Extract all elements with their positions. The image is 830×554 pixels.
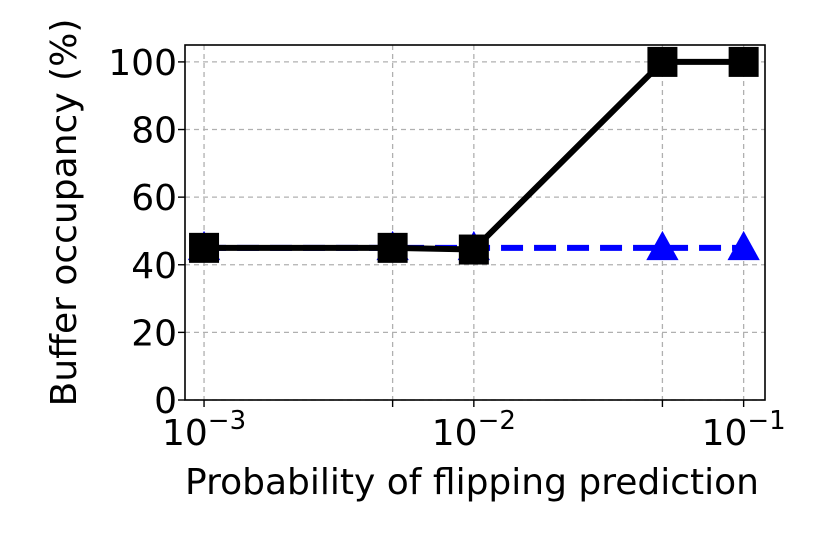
y-tick-label: 80 [131, 111, 177, 152]
y-tick-label: 40 [131, 246, 177, 287]
y-tick-label: 100 [108, 43, 177, 84]
triangle-marker [727, 230, 760, 261]
y-tick-label: 20 [131, 313, 177, 354]
square-marker [458, 234, 489, 265]
x-axis-label: Probability of flipping prediction [185, 462, 759, 503]
x-tick-label: 10−3 [162, 406, 246, 454]
y-axis-label: Buffer occupancy (%) [44, 19, 85, 407]
square-marker [377, 232, 408, 263]
square-marker [647, 46, 678, 77]
grid [185, 45, 765, 401]
x-tick-label: 10−2 [432, 406, 516, 454]
square-marker [728, 46, 759, 77]
plot-frame [184, 44, 766, 401]
axis-ticks: 0 20 40 60 80 100 10−3 10−2 10−1 [108, 43, 785, 454]
x-tick-label: 10−1 [702, 406, 786, 454]
square-marker [189, 232, 220, 263]
triangle-marker [646, 230, 679, 261]
y-tick-label: 0 [154, 381, 177, 422]
y-tick-label: 60 [131, 178, 177, 219]
plot-series [187, 46, 760, 265]
